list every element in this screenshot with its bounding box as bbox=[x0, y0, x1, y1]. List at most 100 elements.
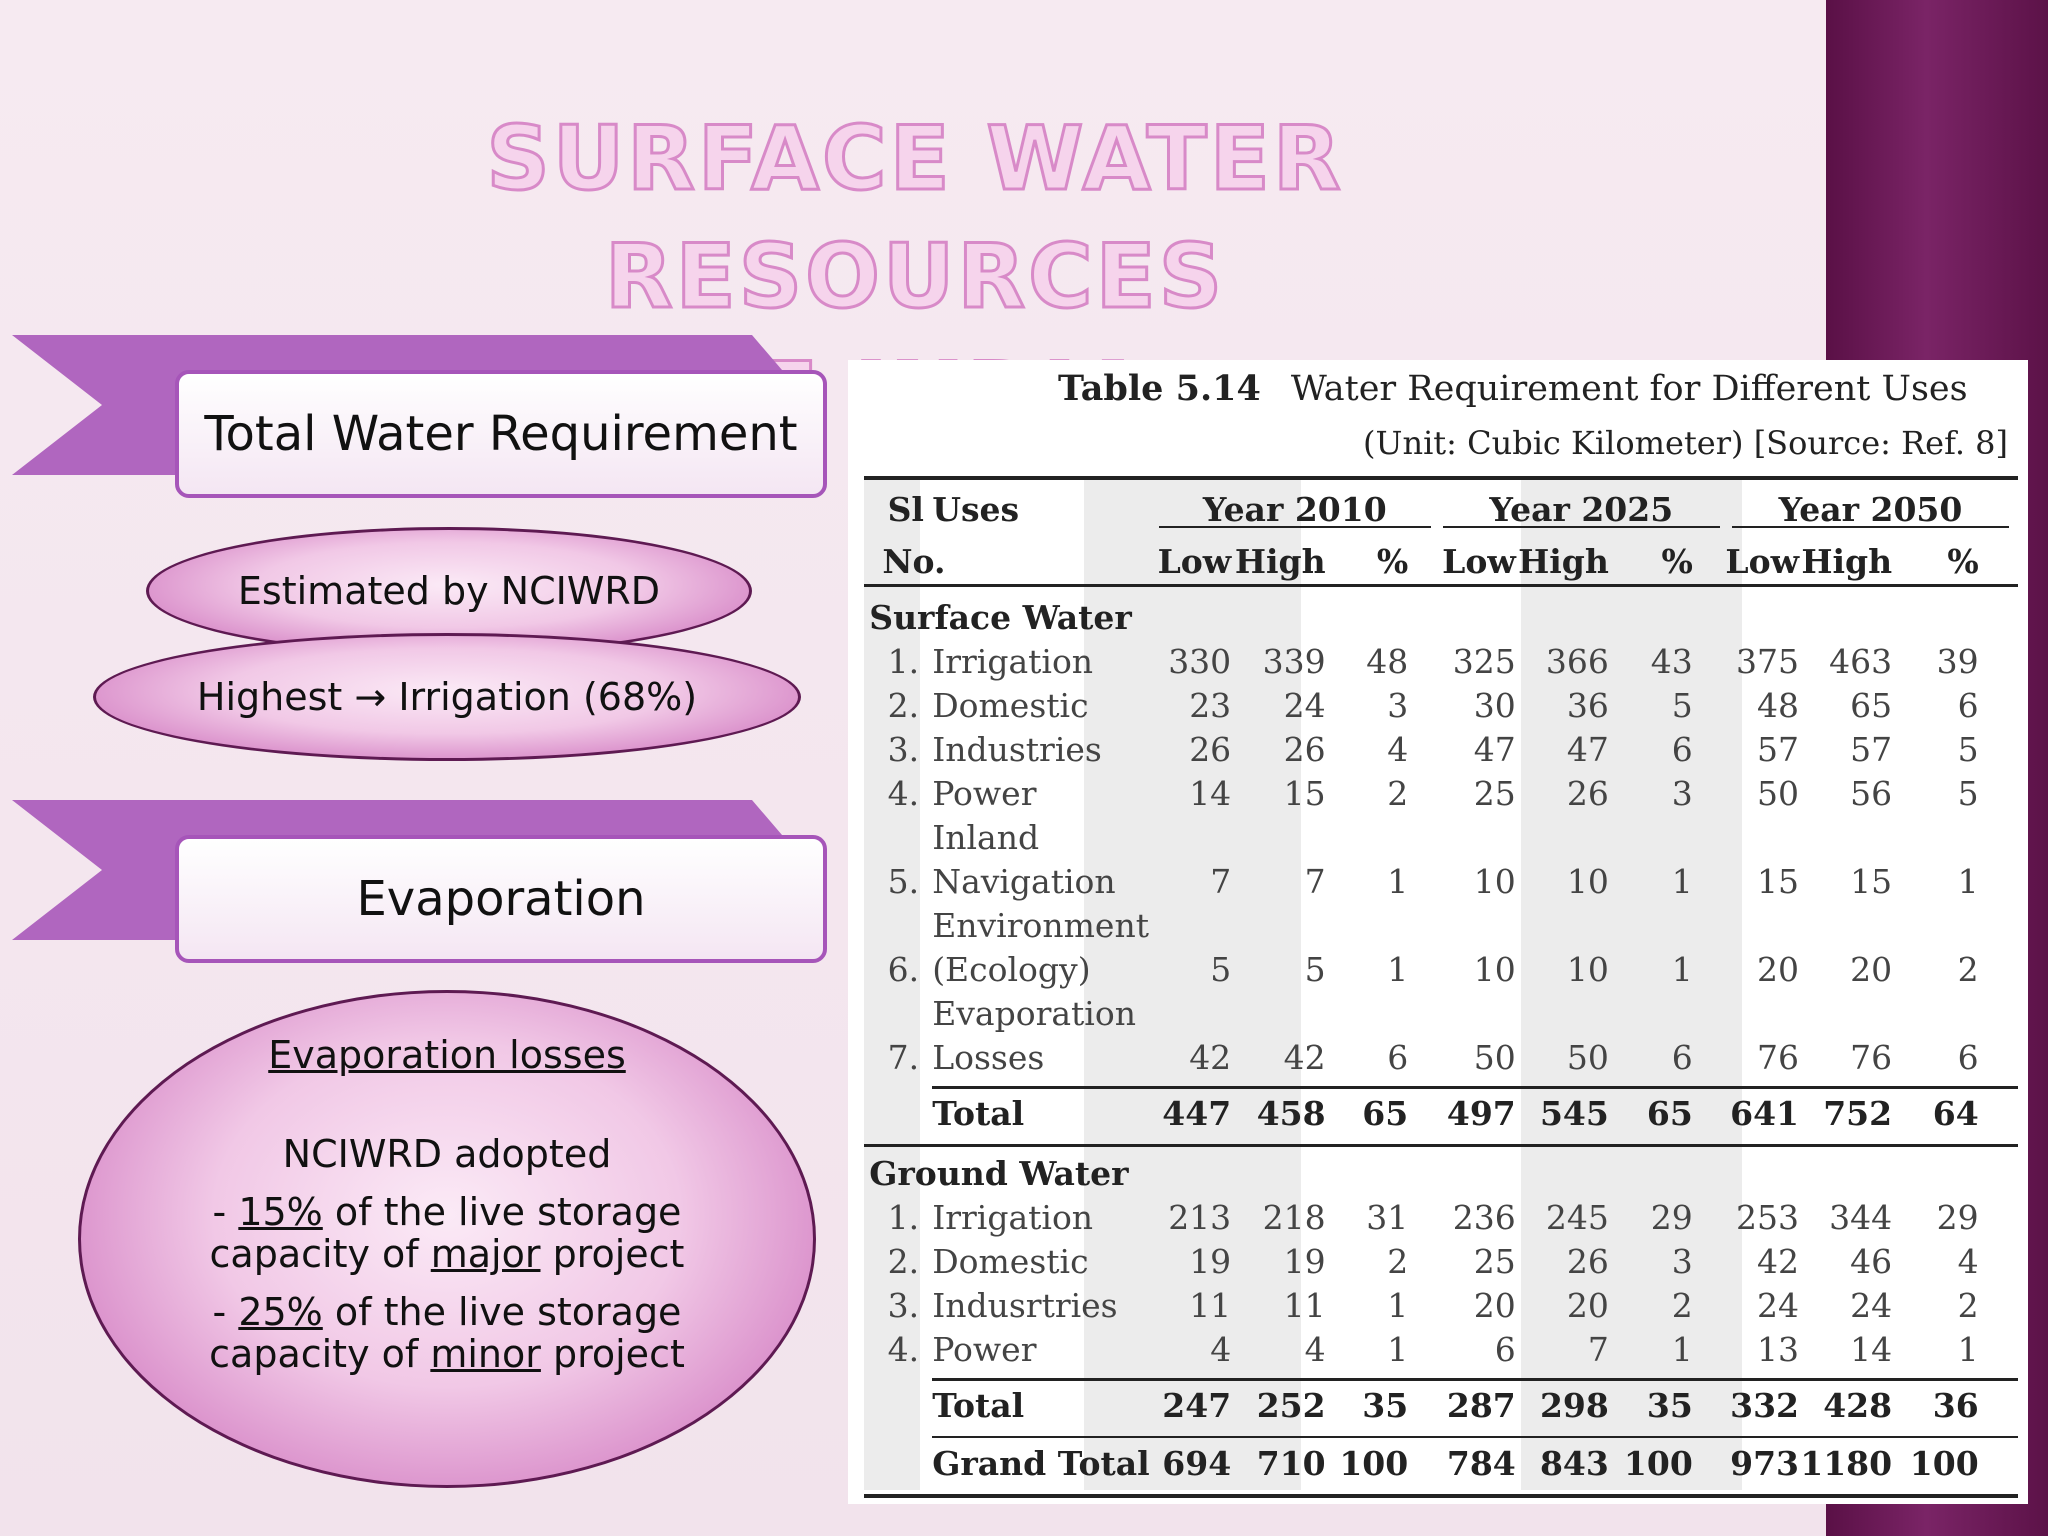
surface-total-value: 497 bbox=[1446, 1094, 1516, 1133]
grand-total-value: 784 bbox=[1446, 1444, 1516, 1483]
header-sl: Sl bbox=[887, 490, 924, 529]
surface-value: 1 bbox=[1957, 862, 1979, 901]
ground-total-value: 36 bbox=[1932, 1386, 1979, 1425]
header-sub: % bbox=[1376, 542, 1409, 581]
section-rule bbox=[864, 1144, 2018, 1147]
ground-value: 11 bbox=[1283, 1286, 1326, 1325]
surface-value: 48 bbox=[1757, 686, 1800, 725]
surface-value: 5 bbox=[1671, 686, 1693, 725]
row-use: Domestic bbox=[932, 1242, 1089, 1281]
header-no: No. bbox=[882, 542, 946, 581]
row-number: 2. bbox=[887, 686, 920, 725]
surface-value: 6 bbox=[1957, 1038, 1979, 1077]
ground-value: 31 bbox=[1366, 1198, 1409, 1237]
minor-line-1: - 25% of the live storage bbox=[212, 1290, 682, 1334]
surface-value: 463 bbox=[1829, 642, 1893, 681]
row-number: 1. bbox=[887, 642, 920, 681]
surface-value: 10 bbox=[1566, 950, 1609, 989]
row-use: Irrigation bbox=[932, 642, 1094, 681]
surface-value: 3 bbox=[1671, 774, 1693, 813]
header-uses: Uses bbox=[932, 490, 1020, 529]
grand-total-value: 100 bbox=[1339, 1444, 1409, 1483]
row-number: 3. bbox=[887, 1286, 920, 1325]
grand-total-value: 710 bbox=[1256, 1444, 1326, 1483]
surface-value: 26 bbox=[1283, 730, 1326, 769]
ground-total-label: Total bbox=[932, 1386, 1025, 1425]
surface-value: 14 bbox=[1189, 774, 1232, 813]
table-caption: Table 5.14 Water Requirement for Differen… bbox=[1058, 368, 1968, 409]
surface-value: 47 bbox=[1473, 730, 1516, 769]
surface-total-label: Total bbox=[932, 1094, 1025, 1133]
row-number: 4. bbox=[887, 1330, 920, 1369]
major-line-2: capacity of major project bbox=[209, 1232, 685, 1276]
grand-total-label: Grand Total bbox=[932, 1444, 1150, 1483]
surface-value: 4 bbox=[1387, 730, 1409, 769]
ground-total-value: 247 bbox=[1162, 1386, 1232, 1425]
row-use: Environment bbox=[932, 906, 1149, 945]
minor-line-2: capacity of minor project bbox=[209, 1332, 685, 1376]
grand-total-rule bbox=[932, 1436, 2018, 1438]
surface-value: 26 bbox=[1566, 774, 1609, 813]
ground-value: 218 bbox=[1262, 1198, 1326, 1237]
table-bottom-rule bbox=[864, 1494, 2018, 1498]
evaporation-losses-heading: Evaporation losses bbox=[268, 1033, 626, 1077]
nciwrd-adopted-text: NCIWRD adopted bbox=[282, 1132, 612, 1176]
ground-value: 13 bbox=[1757, 1330, 1800, 1369]
surface-total-value: 752 bbox=[1823, 1094, 1893, 1133]
surface-value: 7 bbox=[1304, 862, 1326, 901]
surface-value: 36 bbox=[1566, 686, 1609, 725]
ground-total-value: 287 bbox=[1446, 1386, 1516, 1425]
row-number: 1. bbox=[887, 1198, 920, 1237]
highest-irrigation-text: Highest → Irrigation (68%) bbox=[196, 675, 698, 719]
ground-value: 213 bbox=[1168, 1198, 1232, 1237]
ground-value: 1 bbox=[1671, 1330, 1693, 1369]
surface-value: 30 bbox=[1473, 686, 1516, 725]
row-number: 3. bbox=[887, 730, 920, 769]
row-number: 2. bbox=[887, 1242, 920, 1281]
ground-value: 2 bbox=[1957, 1286, 1979, 1325]
ground-value: 4 bbox=[1210, 1330, 1232, 1369]
grand-total-value: 1180 bbox=[1800, 1444, 1893, 1483]
surface-value: 6 bbox=[1387, 1038, 1409, 1077]
ground-value: 6 bbox=[1494, 1330, 1516, 1369]
ground-total-value: 332 bbox=[1730, 1386, 1800, 1425]
ground-value: 26 bbox=[1566, 1242, 1609, 1281]
surface-water-heading: Surface Water bbox=[869, 598, 1132, 637]
ground-value: 19 bbox=[1283, 1242, 1326, 1281]
highest-irrigation-bubble: Highest → Irrigation (68%) bbox=[93, 633, 801, 761]
header-sub: Low bbox=[1725, 542, 1800, 581]
surface-value: 42 bbox=[1283, 1038, 1326, 1077]
surface-value: 10 bbox=[1473, 862, 1516, 901]
ground-total-value: 428 bbox=[1823, 1386, 1893, 1425]
header-year: Year 2010 bbox=[1202, 490, 1387, 529]
year-2010-shade bbox=[1084, 476, 1301, 1490]
surface-value: 2 bbox=[1957, 950, 1979, 989]
row-use: Power bbox=[932, 774, 1037, 813]
surface-value: 43 bbox=[1650, 642, 1693, 681]
surface-total-value: 65 bbox=[1646, 1094, 1693, 1133]
ground-value: 4 bbox=[1304, 1330, 1326, 1369]
grand-total-value: 694 bbox=[1162, 1444, 1232, 1483]
surface-total-rule bbox=[932, 1086, 2018, 1089]
surface-total-value: 458 bbox=[1256, 1094, 1326, 1133]
surface-value: 76 bbox=[1850, 1038, 1893, 1077]
surface-value: 76 bbox=[1757, 1038, 1800, 1077]
row-use: Industries bbox=[932, 730, 1102, 769]
surface-value: 2 bbox=[1387, 774, 1409, 813]
ground-value: 19 bbox=[1189, 1242, 1232, 1281]
row-use: Navigation bbox=[932, 862, 1116, 901]
surface-value: 6 bbox=[1957, 686, 1979, 725]
ground-value: 29 bbox=[1936, 1198, 1979, 1237]
water-requirement-table-panel: Table 5.14 Water Requirement for Differen… bbox=[848, 360, 2028, 1504]
evaporation-losses-bubble: Evaporation losses NCIWRD adopted - 15% … bbox=[78, 990, 816, 1488]
surface-value: 50 bbox=[1473, 1038, 1516, 1077]
ground-value: 29 bbox=[1650, 1198, 1693, 1237]
grand-total-value: 973 bbox=[1730, 1444, 1800, 1483]
surface-value: 10 bbox=[1566, 862, 1609, 901]
year-group-rule bbox=[1731, 526, 2010, 528]
ground-total-value: 35 bbox=[1646, 1386, 1693, 1425]
grand-total-value: 843 bbox=[1539, 1444, 1609, 1483]
table-number: Table 5.14 bbox=[1058, 368, 1261, 409]
surface-value: 23 bbox=[1189, 686, 1232, 725]
surface-value: 50 bbox=[1757, 774, 1800, 813]
